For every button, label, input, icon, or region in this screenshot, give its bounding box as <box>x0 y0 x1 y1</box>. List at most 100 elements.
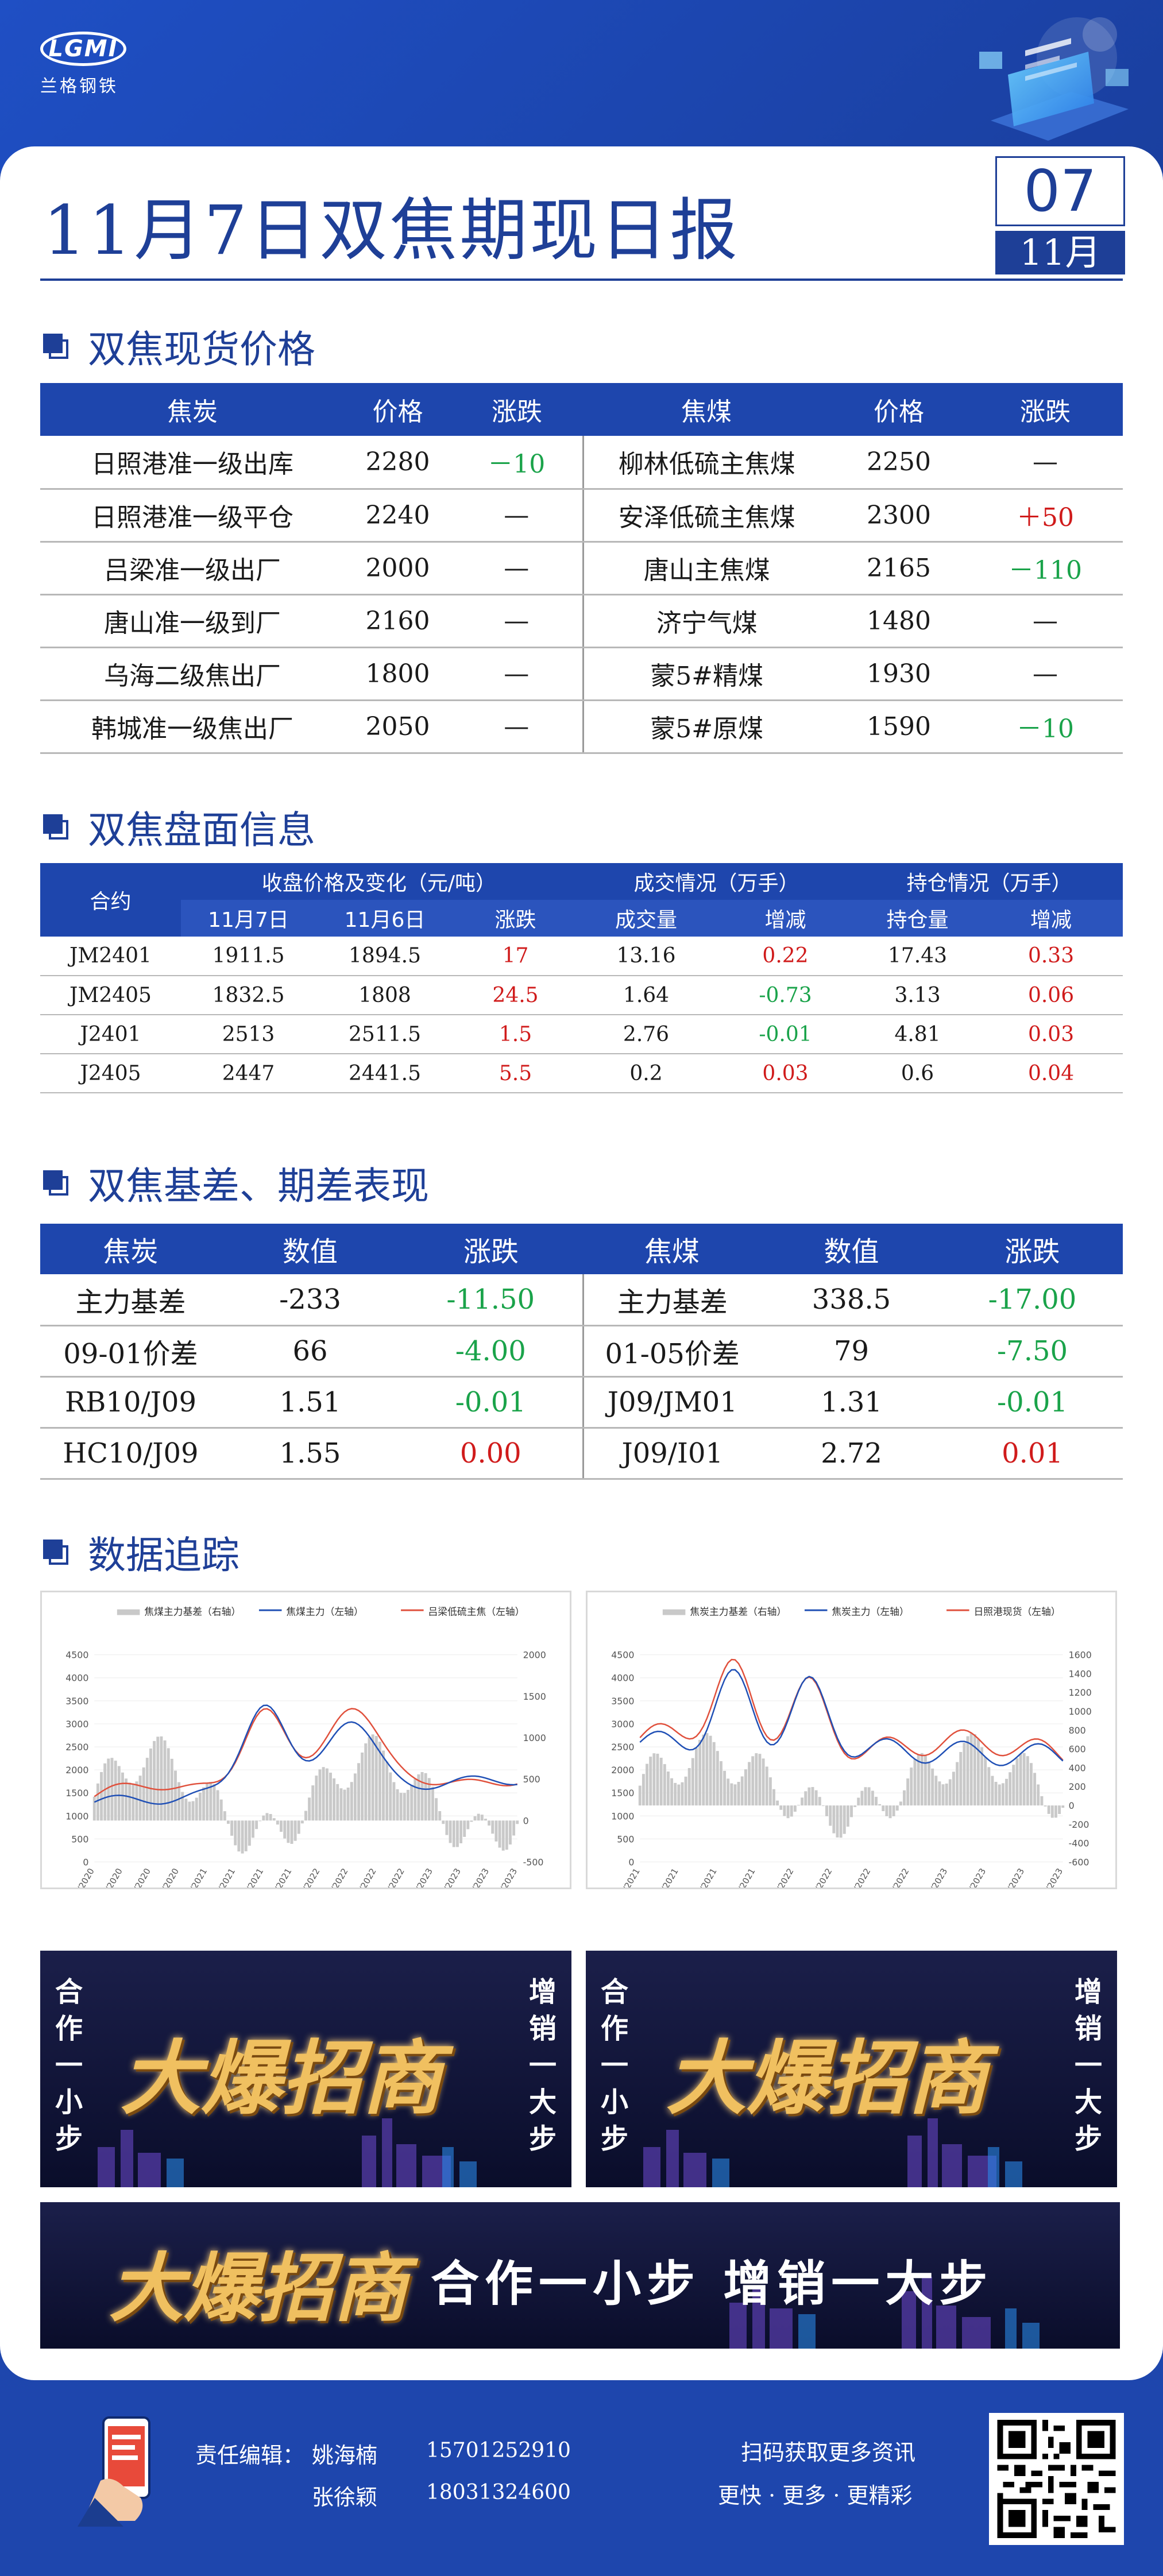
section-square-icon <box>43 814 68 840</box>
open-interest-cell: 17.43 <box>856 937 980 976</box>
coke-price-cell: 2240 <box>345 489 451 543</box>
qr-code-icon <box>997 2420 1116 2538</box>
coal-name-cell: 安泽低硫主焦煤 <box>583 489 830 543</box>
x-tick-label: 7/2/2021 <box>238 1867 265 1887</box>
col-header: 焦煤 <box>583 1224 761 1274</box>
page-title: 11月7日双焦期现日报 <box>43 191 740 270</box>
volume-cell: 13.16 <box>577 937 715 976</box>
coke-change-cell: — <box>451 594 584 648</box>
coal-change-cell: 0.01 <box>942 1428 1123 1480</box>
qr-code[interactable] <box>989 2413 1124 2545</box>
coal-change-cell: －110 <box>968 541 1123 595</box>
volume-cell: 1.64 <box>577 976 715 1015</box>
y-tick-label-left: 1500 <box>611 1788 634 1798</box>
coal-change-cell: — <box>968 436 1123 490</box>
coal-price-cell: 1930 <box>830 647 968 701</box>
y-tick-label-right: 500 <box>523 1774 540 1785</box>
spot-price-table: 焦炭 价格 涨跌 焦煤 价格 涨跌 日照港准一级出库 2280 －10 柳林低硫主焦煤… <box>40 383 1123 754</box>
coal-value-cell: 79 <box>761 1325 942 1378</box>
y-tick-label-left: 3000 <box>65 1719 88 1730</box>
coal-name-cell: 蒙5#原煤 <box>583 700 830 754</box>
legend-swatch <box>258 1609 282 1611</box>
coal-name-cell: 柳林低硫主焦煤 <box>583 436 830 490</box>
contract-cell: JM2405 <box>40 976 181 1015</box>
section-square-icon <box>43 334 68 359</box>
volume-change-cell: -0.73 <box>715 976 856 1015</box>
x-tick-label: 1/2/2022 <box>295 1867 322 1887</box>
phone-in-hand-icon <box>78 2416 150 2527</box>
coal-value-cell: 2.72 <box>761 1428 942 1480</box>
y-tick-label-left: 1500 <box>65 1788 88 1798</box>
coke-price-cell: 1800 <box>345 647 451 701</box>
promo-banner-right[interactable]: 合作一小步 增销一大步 大爆招商 <box>586 1951 1117 2187</box>
y-tick-label-left: 4500 <box>611 1650 634 1661</box>
y-tick-label-right: 1000 <box>523 1732 546 1743</box>
x-tick-label: 7/2/2023 <box>463 1867 491 1887</box>
col-header: 焦煤 <box>583 383 830 436</box>
promo-banner-left[interactable]: 合作一小步 增销一大步 大爆招商 <box>40 1951 571 2187</box>
date-day: 07 <box>995 156 1125 226</box>
ad-side-text-right: 增销一大步 <box>528 1976 557 2155</box>
city-skyline-graphic <box>643 2118 1022 2187</box>
x-tick-label: 4/2/2021 <box>210 1867 237 1887</box>
col-header-contract: 合约 <box>40 863 181 937</box>
sub-header: 持仓量 <box>856 900 980 937</box>
coke-value-cell: 1.51 <box>221 1376 399 1429</box>
section-square-icon <box>43 1540 68 1565</box>
coke-metric-cell: 09-01价差 <box>40 1325 221 1378</box>
x-tick-label: 10/4/2021 <box>727 1867 758 1887</box>
legend-swatch <box>946 1609 969 1611</box>
basis-spread-table: 焦炭 数值 涨跌 焦煤 数值 涨跌 主力基差 -233 -11.50 主力基差 338.… <box>40 1224 1123 1480</box>
x-tick-label: 4/4/2023 <box>960 1867 988 1887</box>
y-tick-label-left: 500 <box>617 1834 634 1844</box>
coke-name-cell: 韩城准一级焦出厂 <box>40 700 345 754</box>
coke-price-cell: 2000 <box>345 541 451 595</box>
open-interest-cell: 3.13 <box>856 976 980 1015</box>
editor-label: 责任编辑： <box>195 2443 305 2468</box>
y-tick-label-right: -400 <box>1069 1838 1089 1849</box>
brand-logo: LGMI 兰格钢铁 <box>40 32 138 106</box>
col-header: 涨跌 <box>451 383 583 436</box>
y-tick-label-left: 3500 <box>65 1696 88 1707</box>
y-tick-label-left: 3500 <box>611 1696 634 1707</box>
coke-metric-cell: RB10/J09 <box>40 1376 221 1429</box>
coal-name-cell: 济宁气煤 <box>583 594 830 648</box>
coal-price-cell: 2165 <box>830 541 968 595</box>
coke-change-cell: -4.00 <box>399 1325 584 1378</box>
table-row: J2401 2513 2511.5 1.5 2.76 -0.01 4.81 0.03 <box>40 1015 1123 1054</box>
coke-value-cell: 1.55 <box>221 1428 399 1480</box>
close-prev-cell: 2441.5 <box>316 1054 454 1093</box>
section-square-icon <box>43 1170 68 1196</box>
x-tick-label: 1/4/2023 <box>922 1867 949 1887</box>
volume-change-cell: -0.01 <box>715 1015 856 1054</box>
y-tick-label-right: 1200 <box>1069 1687 1092 1698</box>
sub-header: 增减 <box>979 900 1123 937</box>
close-change-cell: 24.5 <box>454 976 577 1015</box>
coal-price-cell: 2250 <box>830 436 968 490</box>
y-tick-label-left: 2500 <box>611 1742 634 1753</box>
col-header-close: 收盘价格及变化（元/吨） <box>181 863 577 900</box>
y-tick-label-left: 0 <box>83 1856 88 1867</box>
x-tick-label: 7/2/2020 <box>125 1867 153 1887</box>
x-tick-label: 4/4/2022 <box>807 1867 834 1887</box>
date-badge: 07 11月 <box>995 156 1125 274</box>
legend-entry: 焦炭主力（左轴） <box>832 1606 909 1618</box>
col-header: 价格 <box>345 383 451 436</box>
col-header: 价格 <box>830 383 968 436</box>
coal-metric-cell: J09/I01 <box>583 1428 761 1480</box>
coal-change-cell: -7.50 <box>942 1325 1123 1378</box>
coke-metric-cell: 主力基差 <box>40 1274 221 1326</box>
x-tick-label: 7/2/2022 <box>351 1867 378 1887</box>
volume-cell: 0.2 <box>577 1054 715 1093</box>
coke-change-cell: -0.01 <box>399 1376 584 1429</box>
legend-entry: 焦煤主力基差（右轴） <box>144 1606 241 1618</box>
y-tick-label-right: -200 <box>1069 1819 1089 1830</box>
legend-entry: 日照港现货（左轴） <box>974 1606 1061 1618</box>
close-prev-cell: 1808 <box>316 976 454 1015</box>
y-tick-label-right: -600 <box>1069 1856 1089 1867</box>
close-prev-cell: 1894.5 <box>316 937 454 976</box>
promo-banner-wide[interactable]: 大爆招商 合作一小步 增销一大步 <box>40 2202 1120 2349</box>
legend-entry: 吕梁低硫主焦（左轴） <box>428 1606 525 1618</box>
coal-value-cell: 1.31 <box>761 1376 942 1429</box>
y-tick-label-left: 2500 <box>65 1742 88 1753</box>
